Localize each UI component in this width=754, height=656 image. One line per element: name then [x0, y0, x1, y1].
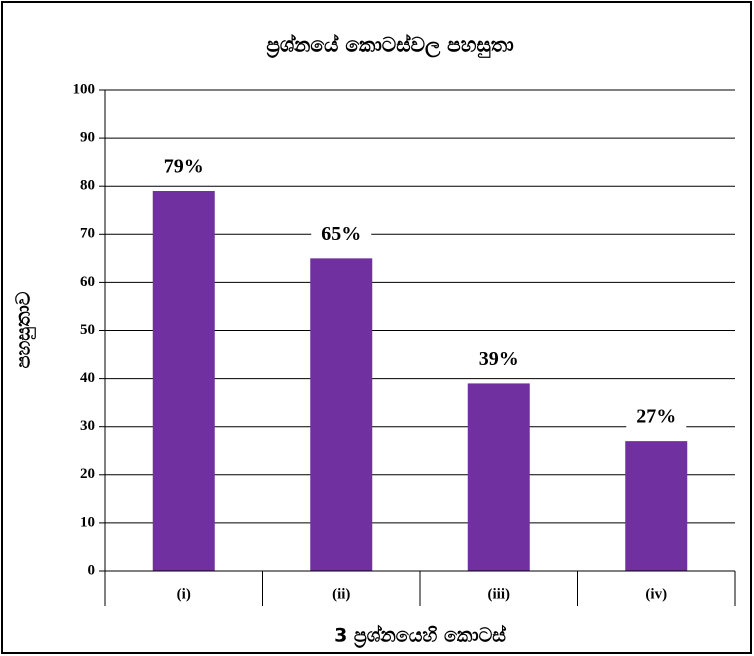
y-axis-label: පහසුතාව: [13, 291, 38, 368]
y-tick-label: 50: [80, 322, 95, 338]
bar: [467, 383, 530, 571]
y-tick-label: 10: [80, 514, 95, 530]
value-label-bg: [468, 347, 529, 374]
value-label: 39%: [479, 348, 519, 370]
y-tick-label: 30: [80, 418, 95, 434]
x-tick-label: (iv): [645, 586, 667, 602]
x-axis-label: 3 ප්‍රශ්නයෙහි කොටස්: [334, 624, 507, 648]
y-tick-label: 100: [73, 81, 96, 97]
x-tick-label: (i): [177, 586, 191, 602]
bar: [152, 191, 215, 571]
y-tick-label: 70: [80, 226, 95, 242]
bar: [310, 258, 373, 571]
y-tick-label: 60: [80, 274, 95, 290]
y-tick-label: 90: [80, 130, 95, 146]
x-tick-label: (iii): [488, 586, 511, 602]
value-label-bg: [626, 405, 687, 432]
y-tick-label: 80: [80, 178, 95, 194]
value-label: 27%: [636, 406, 676, 428]
value-label: 79%: [164, 156, 204, 178]
y-tick-label: 0: [88, 562, 96, 578]
x-tick-label: (ii): [332, 586, 350, 602]
y-tick-label: 40: [80, 370, 95, 386]
value-label-bg: [311, 222, 372, 249]
value-label-bg: [153, 155, 214, 182]
bar: [625, 441, 688, 571]
y-tick-label: 20: [80, 466, 95, 482]
chart-title: ප්‍රශ්නයේ කොටස්වල පහසුතා: [266, 32, 514, 59]
value-label: 65%: [321, 223, 361, 245]
